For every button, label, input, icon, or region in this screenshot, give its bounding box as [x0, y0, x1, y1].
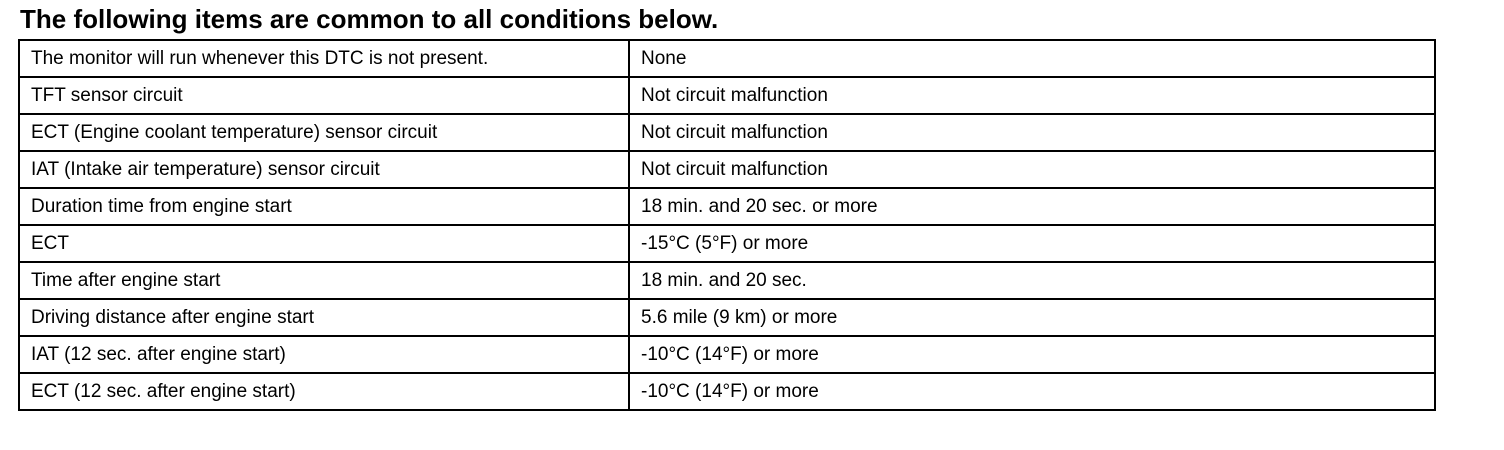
value-cell: Not circuit malfunction	[628, 150, 1436, 189]
table-row: ECT (Engine coolant temperature) sensor …	[18, 113, 1436, 152]
value-cell: -10°C (14°F) or more	[628, 335, 1436, 374]
condition-cell: IAT (Intake air temperature) sensor circ…	[18, 150, 630, 189]
condition-cell: ECT (12 sec. after engine start)	[18, 372, 630, 411]
condition-cell: ECT	[18, 224, 630, 263]
condition-cell: Duration time from engine start	[18, 187, 630, 226]
title: The following items are common to all co…	[20, 4, 719, 34]
condition-cell: The monitor will run whenever this DTC i…	[18, 39, 630, 78]
condition-cell: Driving distance after engine start	[18, 298, 630, 337]
table-row: The monitor will run whenever this DTC i…	[18, 39, 1436, 78]
table-body: The monitor will run whenever this DTC i…	[18, 39, 1436, 411]
value-cell: 5.6 mile (9 km) or more	[628, 298, 1436, 337]
table-row: ECT -15°C (5°F) or more	[18, 224, 1436, 263]
table-row: IAT (Intake air temperature) sensor circ…	[18, 150, 1436, 189]
table-row: IAT (12 sec. after engine start) -10°C (1…	[18, 335, 1436, 374]
table-row: ECT (12 sec. after engine start) -10°C (1…	[18, 372, 1436, 411]
conditions-table: The monitor will run whenever this DTC i…	[18, 39, 1436, 411]
condition-cell: ECT (Engine coolant temperature) sensor …	[18, 113, 630, 152]
table-row: Duration time from engine start 18 min. a…	[18, 187, 1436, 226]
value-cell: None	[628, 39, 1436, 78]
condition-cell: TFT sensor circuit	[18, 76, 630, 115]
value-cell: 18 min. and 20 sec.	[628, 261, 1436, 300]
value-cell: -15°C (5°F) or more	[628, 224, 1436, 263]
value-cell: 18 min. and 20 sec. or more	[628, 187, 1436, 226]
table-row: TFT sensor circuit Not circuit malfunctio…	[18, 76, 1436, 115]
value-cell: Not circuit malfunction	[628, 113, 1436, 152]
value-cell: Not circuit malfunction	[628, 76, 1436, 115]
condition-cell: Time after engine start	[18, 261, 630, 300]
value-cell: -10°C (14°F) or more	[628, 372, 1436, 411]
table-row: Time after engine start 18 min. and 20 se…	[18, 261, 1436, 300]
table-row: Driving distance after engine start 5.6 m…	[18, 298, 1436, 337]
condition-cell: IAT (12 sec. after engine start)	[18, 335, 630, 374]
